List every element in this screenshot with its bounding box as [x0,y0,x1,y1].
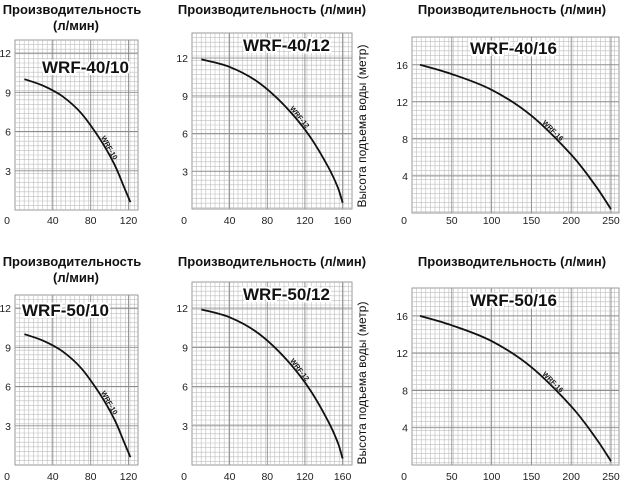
x-tick-label: 0 [4,471,10,483]
chart-title-text: Производительность (л/мин) [418,2,606,17]
chart-title-text: Производительность (л/мин) [178,2,366,17]
y-tick-label: 12 [176,53,188,65]
chart-title-line: Производительность [3,2,142,17]
x-tick-label: 40 [224,471,236,483]
plot-area [14,39,139,211]
x-tick-label: 0 [401,471,407,483]
x-tick-label: 160 [334,215,352,227]
x-tick-label: 120 [296,215,314,227]
y-tick-label: 3 [182,166,188,178]
x-tick-label: 0 [181,471,187,483]
chart-title-line: (л/мин) [53,18,99,33]
x-tick-label: 200 [562,215,580,227]
x-tick-label: 120 [120,471,138,483]
x-tick-label: 80 [261,471,273,483]
y-tick-label: 3 [5,421,11,433]
performance-curve [24,78,132,203]
plot-area [411,36,620,214]
x-tick-label: 200 [562,471,580,483]
plot-area [14,294,139,466]
y-tick-label: 8 [402,386,408,398]
model-title: WRF-40/16 [470,39,557,58]
y-tick-label: 12 [396,97,408,109]
performance-curve [201,308,344,459]
grid [412,37,619,213]
y-tick-label: 16 [396,60,408,72]
y-tick-label: 12 [0,48,11,60]
y-tick-label: 8 [402,134,408,146]
x-tick-label: 0 [4,215,10,227]
y-tick-label: 3 [182,421,188,433]
chart-title: Производительность(л/мин) [3,2,142,33]
x-tick-label: 40 [47,471,59,483]
x-tick-label: 120 [120,215,138,227]
model-title: WRF-50/12 [243,285,330,304]
y-axis-label: Высота подъема воды (метр) [355,45,369,208]
y-axis-label: Высота подъема воды (метр) [355,302,369,465]
x-tick-label: 150 [523,471,541,483]
chart-title: Производительность (л/мин) [178,2,366,17]
chart-title-text: Производительность (л/мин) [178,254,366,269]
plot-area [191,32,353,210]
chart-panel-6: Производительность (л/мин) 4 8 12 16 0 50 100 15… [396,254,620,483]
x-tick-label: 80 [85,215,97,227]
chart-panel-3: Производительность (л/мин) 4 8 12 16 0 50 100 15… [396,2,620,227]
x-tick-label: 250 [602,471,620,483]
y-tick-label: 9 [182,342,188,354]
y-tick-label: 9 [182,91,188,103]
x-tick-label: 80 [261,215,273,227]
grid [192,282,352,465]
model-title: WRF-40/10 [42,58,129,77]
chart-title-text: Производительность (л/мин) [418,254,606,269]
y-tick-label: 4 [402,423,408,435]
y-tick-label: 6 [5,127,11,139]
performance-curve [419,63,612,210]
performance-curve [24,333,132,458]
plot-area [411,287,620,466]
y-tick-label: 6 [5,382,11,394]
y-tick-label: 6 [182,129,188,141]
x-tick-label: 80 [85,471,97,483]
y-tick-label: 12 [396,348,408,360]
model-title: WRF-40/12 [243,36,330,55]
y-tick-label: 3 [5,166,11,178]
grid [412,288,619,465]
grid [15,40,138,210]
y-tick-label: 9 [5,342,11,354]
x-tick-label: 120 [296,471,314,483]
x-tick-label: 100 [483,215,501,227]
chart-title: Производительность(л/мин) [3,254,142,285]
x-tick-label: 50 [446,215,458,227]
y-tick-label: 6 [182,382,188,394]
x-tick-label: 100 [483,471,501,483]
x-tick-label: 250 [602,215,620,227]
y-tick-label: 16 [396,311,408,323]
x-tick-label: 0 [401,215,407,227]
performance-curve [201,58,344,203]
x-tick-label: 50 [446,471,458,483]
y-tick-label: 9 [5,87,11,99]
x-tick-label: 40 [47,215,59,227]
x-tick-label: 150 [523,215,541,227]
chart-title: Производительность (л/мин) [418,2,606,17]
grid [15,295,138,465]
performance-curve [419,315,612,462]
chart-title: Производительность (л/мин) [418,254,606,269]
x-tick-label: 0 [181,215,187,227]
model-title: WRF-50/16 [470,291,557,310]
model-title: WRF-50/10 [22,301,109,320]
chart-title: Производительность (л/мин) [178,254,366,269]
y-tick-label: 4 [402,171,408,183]
y-tick-label: 12 [176,303,188,315]
x-tick-label: 40 [224,215,236,227]
x-tick-label: 160 [334,471,352,483]
chart-title-line: Производительность [3,254,142,269]
y-tick-label: 12 [0,303,11,315]
chart-title-line: (л/мин) [53,270,99,285]
